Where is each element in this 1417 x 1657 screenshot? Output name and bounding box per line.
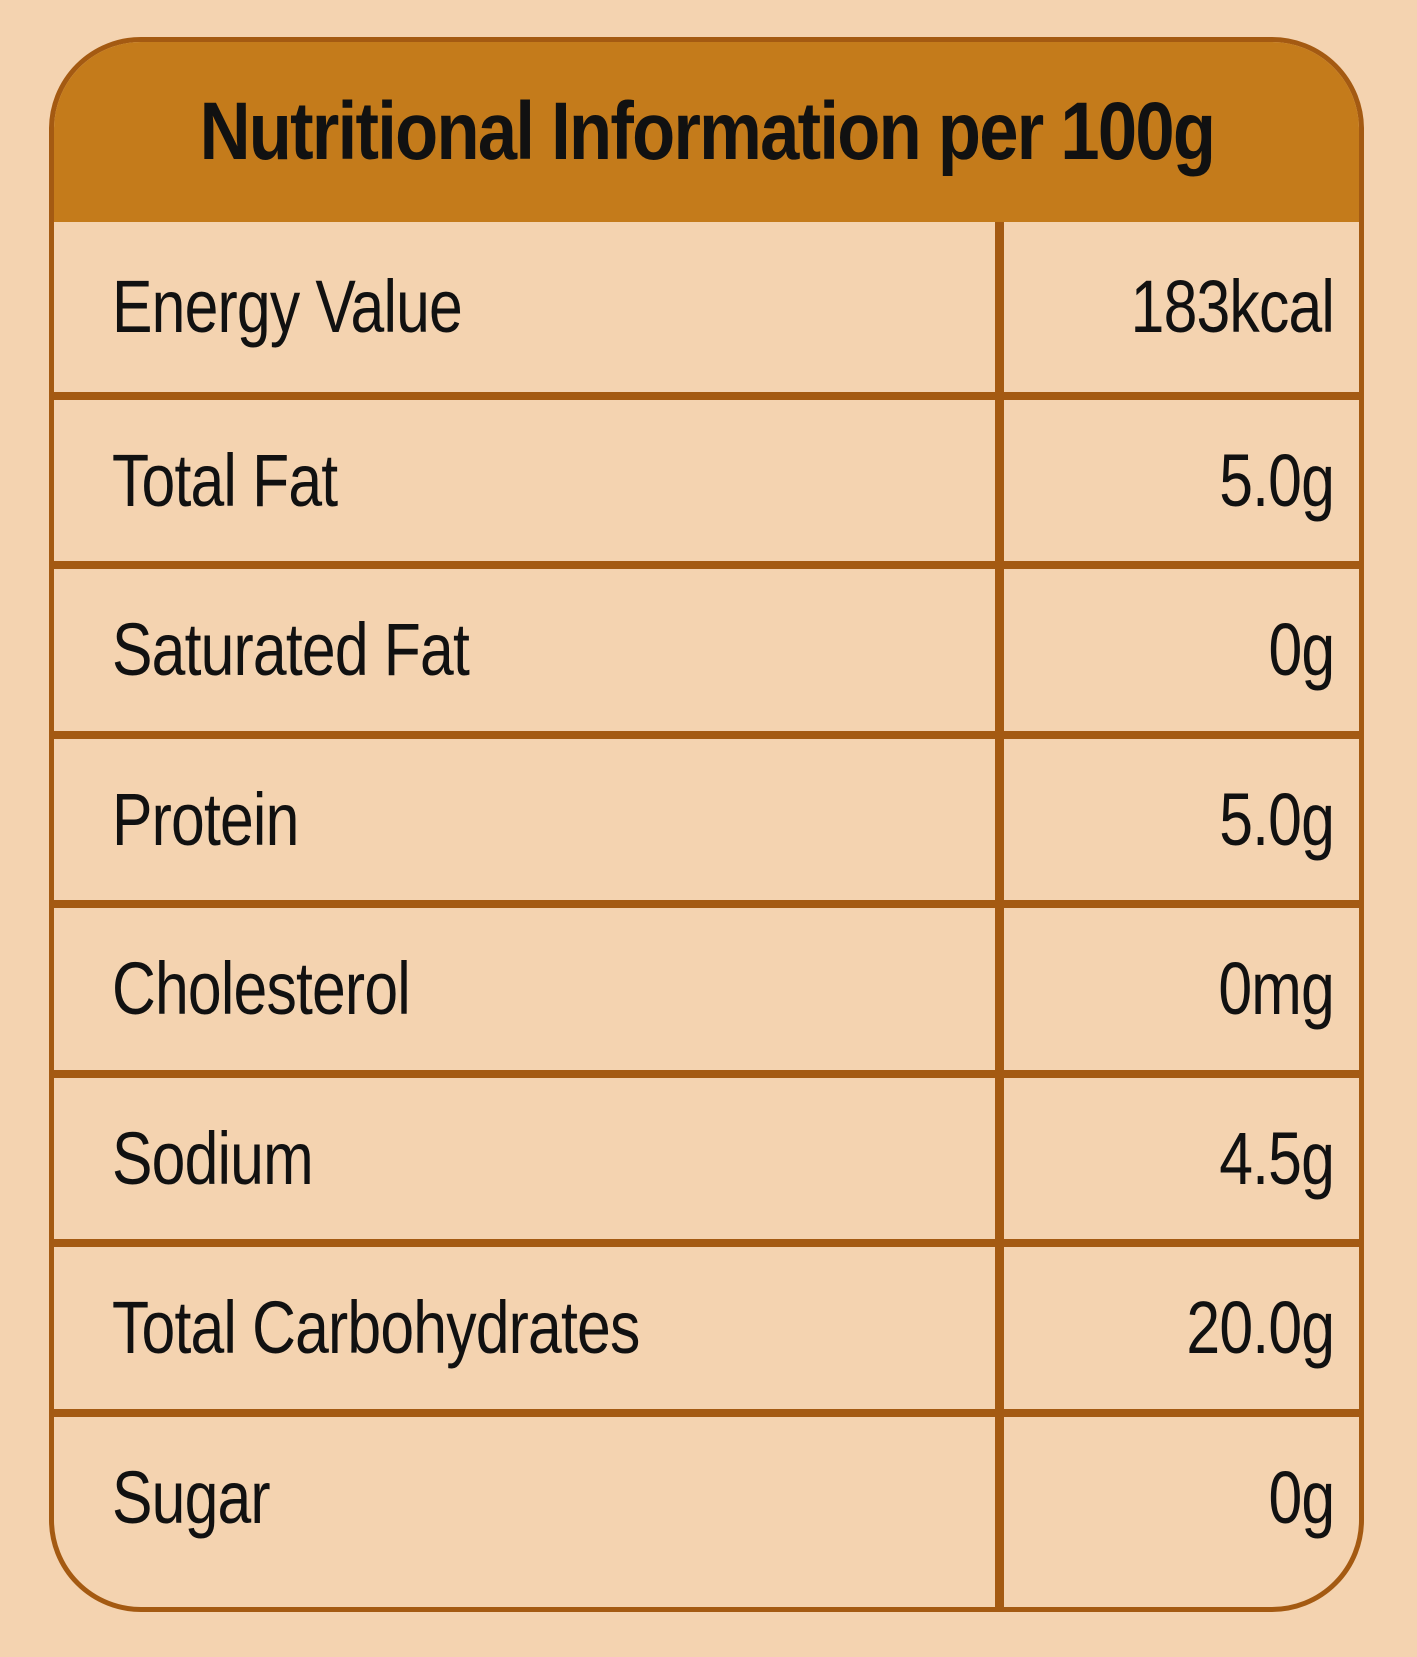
- table-title: Nutritional Information per 100g: [199, 86, 1215, 177]
- table-row: Total Fat 5.0g: [54, 391, 1359, 562]
- table-row: Saturated Fat 0g: [54, 561, 1359, 731]
- row-label-total-carbohydrates: Total Carbohydrates: [112, 1286, 640, 1370]
- row-label-saturated-fat: Saturated Fat: [112, 608, 470, 692]
- row-value-saturated-fat: 0g: [1268, 608, 1335, 692]
- table-row: Sodium 4.5g: [54, 1069, 1359, 1240]
- table-row: Sugar 0g: [54, 1408, 1359, 1579]
- row-label-protein: Protein: [112, 777, 299, 861]
- row-value-protein: 5.0g: [1219, 777, 1335, 861]
- table-row: Protein 5.0g: [54, 730, 1359, 901]
- column-divider: [995, 222, 1004, 1607]
- row-label-sugar: Sugar: [112, 1455, 271, 1539]
- row-value-total-carbohydrates: 20.0g: [1186, 1286, 1335, 1370]
- table-body: Energy Value 183kcal Total Fat 5.0g Satu…: [54, 222, 1359, 1607]
- row-label-energy: Energy Value: [112, 265, 463, 349]
- row-label-cholesterol: Cholesterol: [112, 947, 411, 1031]
- row-value-energy: 183kcal: [1130, 265, 1335, 349]
- row-value-cholesterol: 0mg: [1218, 947, 1334, 1031]
- table-row: Total Carbohydrates 20.0g: [54, 1239, 1359, 1409]
- table-row: Cholesterol 0mg: [54, 900, 1359, 1070]
- row-value-sugar: 0g: [1268, 1455, 1335, 1539]
- row-label-sodium: Sodium: [112, 1116, 314, 1200]
- row-value-sodium: 4.5g: [1219, 1116, 1335, 1200]
- nutrition-table: Nutritional Information per 100g Energy …: [49, 37, 1364, 1612]
- table-row: Energy Value 183kcal: [54, 222, 1359, 392]
- row-label-total-fat: Total Fat: [112, 438, 338, 522]
- row-value-total-fat: 5.0g: [1219, 438, 1335, 522]
- table-header: Nutritional Information per 100g: [54, 42, 1359, 222]
